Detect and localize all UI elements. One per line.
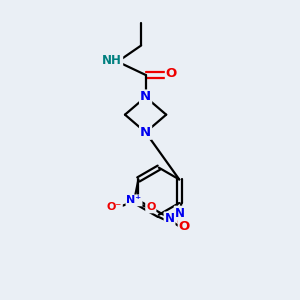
- Text: N: N: [140, 126, 151, 139]
- Text: N: N: [175, 207, 185, 220]
- Text: O: O: [166, 67, 177, 80]
- Text: O⁻: O⁻: [107, 202, 122, 212]
- Text: NH: NH: [102, 54, 122, 67]
- Text: O: O: [179, 220, 190, 233]
- Text: N: N: [164, 212, 175, 226]
- Text: N⁺: N⁺: [127, 195, 142, 205]
- Text: O: O: [146, 202, 155, 212]
- Text: N: N: [140, 91, 151, 103]
